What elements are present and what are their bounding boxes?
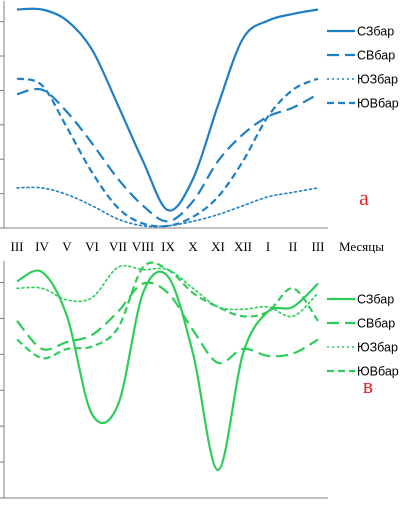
x-tick-label: VII	[109, 239, 127, 254]
series-line-1	[16, 87, 319, 223]
x-tick-label: IV	[35, 239, 49, 254]
x-axis-title: Месяцы	[339, 239, 384, 254]
x-tick-label: I	[266, 239, 270, 254]
x-tick-label: III	[312, 239, 325, 254]
x-tick-label: III	[11, 239, 24, 254]
legend-label: СЗбар	[357, 25, 394, 39]
x-tick-label: V	[62, 239, 72, 254]
x-tick-label: X	[188, 239, 198, 254]
panel-label: a	[359, 185, 369, 210]
legend-label: ЮВбар	[357, 365, 399, 379]
series-line-2	[16, 186, 319, 228]
legend-label: ЮЗбар	[357, 341, 398, 355]
series-line-3	[16, 261, 319, 360]
series-line-3	[16, 77, 319, 228]
x-tick-label: IX	[161, 239, 175, 254]
legend-label: СВбар	[357, 49, 395, 63]
x-tick-label: XI	[211, 239, 225, 254]
series-line-0	[16, 269, 319, 472]
legend-label: ЮЗбар	[357, 73, 398, 87]
x-tick-label: XII	[234, 239, 252, 254]
panel-label: в	[363, 373, 373, 398]
x-tick-label: II	[289, 239, 298, 254]
legend-label: СЗбар	[357, 293, 394, 307]
x-tick-label: VIII	[132, 239, 154, 254]
legend-label: СВбар	[357, 317, 395, 331]
series-line-0	[16, 7, 319, 212]
x-tick-label: VI	[85, 239, 99, 254]
panel-a: III IV V VI VII VIII IX X XI XII I II III МесяцыСЗбар…	[0, 1, 399, 254]
legend-label: ЮВбар	[357, 97, 399, 111]
series-line-1	[16, 281, 319, 365]
